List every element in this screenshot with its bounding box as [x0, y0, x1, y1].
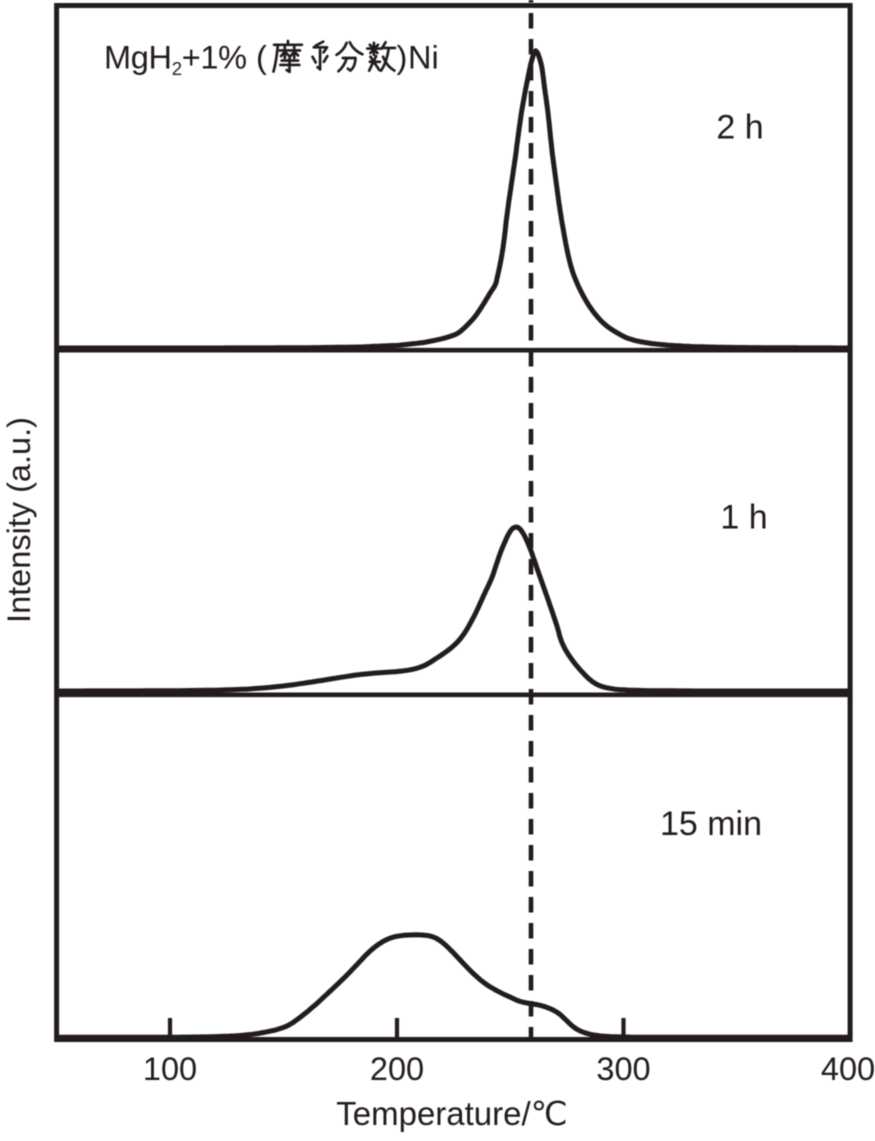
svg-text:Ni: Ni — [408, 40, 439, 76]
svg-text:400: 400 — [821, 1051, 875, 1087]
svg-text:300: 300 — [596, 1051, 650, 1087]
svg-text:200: 200 — [370, 1051, 424, 1087]
svg-text:Temperature/℃: Temperature/℃ — [336, 1095, 567, 1132]
svg-text:(: ( — [256, 40, 267, 76]
svg-text:15 min: 15 min — [660, 805, 762, 843]
svg-text:1 h: 1 h — [720, 499, 767, 537]
svg-text:): ) — [397, 40, 408, 76]
svg-text:MgH2+1%: MgH2+1% — [104, 40, 247, 80]
svg-text:100: 100 — [143, 1051, 197, 1087]
svg-text:Intensity (a.u.): Intensity (a.u.) — [1, 417, 37, 623]
svg-text:2 h: 2 h — [716, 109, 763, 147]
